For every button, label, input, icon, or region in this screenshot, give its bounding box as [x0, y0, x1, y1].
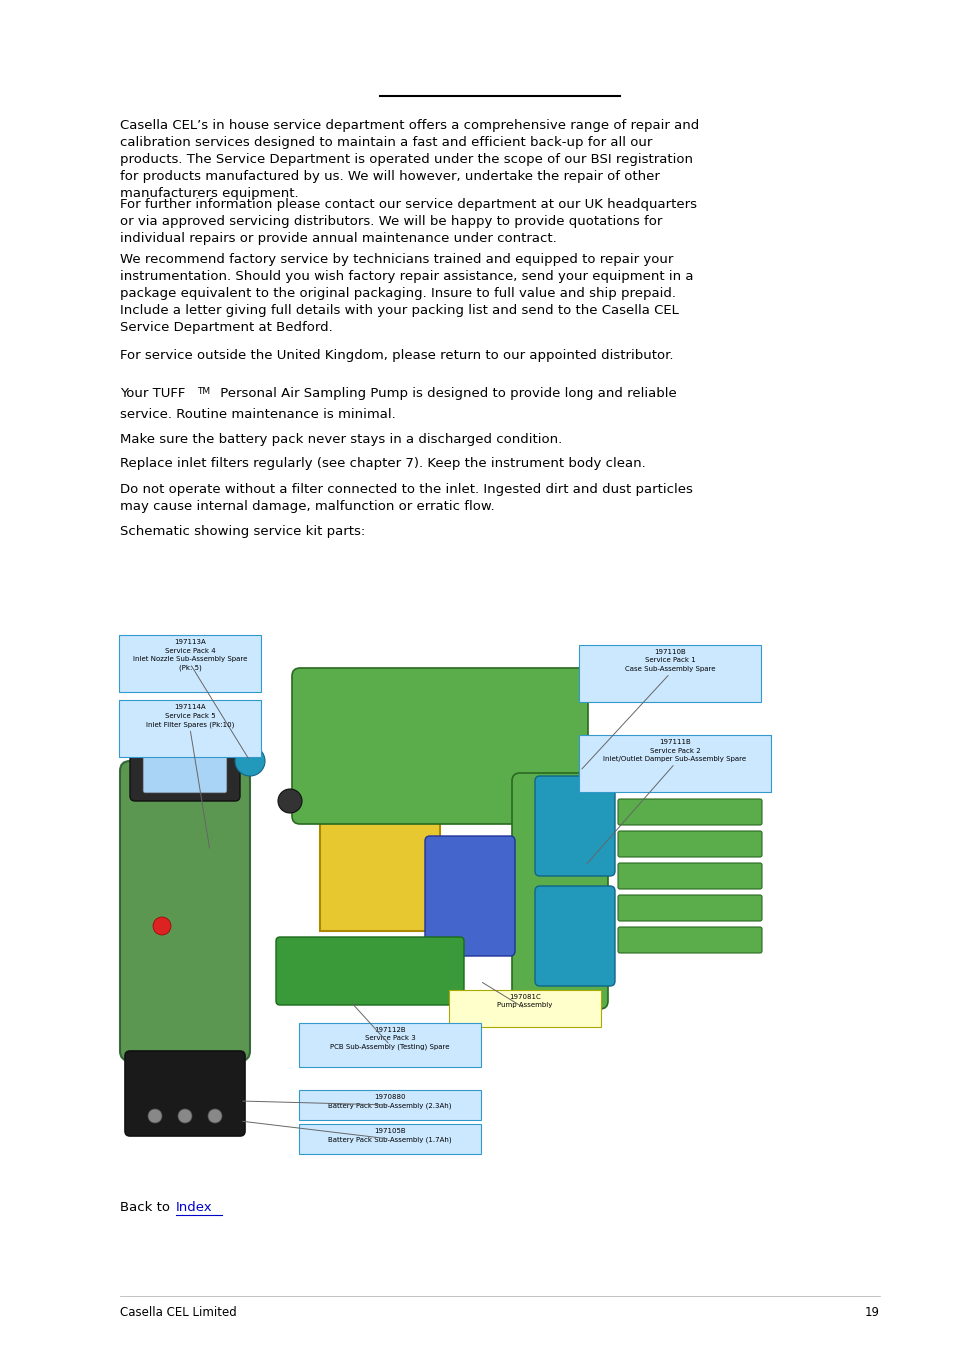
FancyBboxPatch shape — [298, 1090, 480, 1120]
Text: Inlet Nozzle Sub-Assembly Spare: Inlet Nozzle Sub-Assembly Spare — [132, 657, 247, 662]
FancyBboxPatch shape — [275, 938, 463, 1005]
FancyBboxPatch shape — [120, 761, 250, 1061]
Text: 197114A: 197114A — [174, 704, 206, 711]
Circle shape — [234, 746, 265, 775]
Text: Replace inlet filters regularly (see chapter 7). Keep the instrument body clean.: Replace inlet filters regularly (see cha… — [120, 457, 645, 470]
FancyBboxPatch shape — [143, 754, 227, 793]
Text: Inlet Filter Spares (Pk:10): Inlet Filter Spares (Pk:10) — [146, 721, 233, 727]
Text: Service Pack 1: Service Pack 1 — [644, 658, 695, 663]
Text: 19: 19 — [864, 1306, 879, 1319]
Text: Back to: Back to — [120, 1201, 174, 1215]
Text: For service outside the United Kingdom, please return to our appointed distribut: For service outside the United Kingdom, … — [120, 349, 673, 362]
FancyBboxPatch shape — [618, 831, 761, 857]
FancyBboxPatch shape — [578, 644, 760, 703]
Text: 197105B: 197105B — [374, 1128, 405, 1133]
Circle shape — [152, 917, 171, 935]
Text: Your TUFF: Your TUFF — [120, 386, 185, 400]
Text: Service Pack 5: Service Pack 5 — [165, 712, 215, 719]
Text: service. Routine maintenance is minimal.: service. Routine maintenance is minimal. — [120, 408, 395, 422]
FancyBboxPatch shape — [125, 1051, 245, 1136]
FancyBboxPatch shape — [119, 635, 261, 692]
FancyBboxPatch shape — [119, 700, 261, 757]
FancyBboxPatch shape — [618, 894, 761, 921]
Text: PCB Sub-Assembly (Testing) Spare: PCB Sub-Assembly (Testing) Spare — [330, 1044, 449, 1051]
FancyBboxPatch shape — [449, 990, 600, 1027]
Text: 1970880: 1970880 — [374, 1094, 405, 1100]
FancyBboxPatch shape — [319, 821, 439, 931]
Text: Casella CEL Limited: Casella CEL Limited — [120, 1306, 236, 1319]
Text: Pump Assembly: Pump Assembly — [497, 1002, 552, 1008]
Text: 197112B: 197112B — [374, 1027, 405, 1034]
Text: Personal Air Sampling Pump is designed to provide long and reliable: Personal Air Sampling Pump is designed t… — [215, 386, 676, 400]
FancyBboxPatch shape — [298, 1124, 480, 1154]
Text: We recommend factory service by technicians trained and equipped to repair your
: We recommend factory service by technici… — [120, 253, 693, 334]
FancyBboxPatch shape — [130, 740, 240, 801]
Text: Make sure the battery pack never stays in a discharged condition.: Make sure the battery pack never stays i… — [120, 434, 561, 446]
FancyBboxPatch shape — [535, 886, 615, 986]
Text: Battery Pack Sub-Assembly (2.3Ah): Battery Pack Sub-Assembly (2.3Ah) — [328, 1102, 452, 1109]
FancyBboxPatch shape — [618, 798, 761, 825]
Text: Do not operate without a filter connected to the inlet. Ingested dirt and dust p: Do not operate without a filter connecte… — [120, 484, 692, 513]
FancyBboxPatch shape — [424, 836, 515, 957]
FancyBboxPatch shape — [292, 667, 587, 824]
Text: Service Pack 2: Service Pack 2 — [649, 747, 700, 754]
FancyBboxPatch shape — [618, 863, 761, 889]
Text: Index: Index — [175, 1201, 213, 1215]
Circle shape — [208, 1109, 222, 1123]
Text: TM: TM — [196, 386, 210, 396]
Text: (Pk: 5): (Pk: 5) — [178, 665, 201, 671]
Text: 197113A: 197113A — [174, 639, 206, 644]
Text: Battery Pack Sub-Assembly (1.7Ah): Battery Pack Sub-Assembly (1.7Ah) — [328, 1136, 452, 1143]
FancyBboxPatch shape — [618, 927, 761, 952]
Circle shape — [277, 789, 302, 813]
Text: For further information please contact our service department at our UK headquar: For further information please contact o… — [120, 199, 697, 245]
FancyBboxPatch shape — [578, 735, 770, 792]
Text: Service Pack 3: Service Pack 3 — [364, 1035, 415, 1042]
Text: Case Sub-Assembly Spare: Case Sub-Assembly Spare — [624, 666, 715, 671]
FancyBboxPatch shape — [535, 775, 615, 875]
Text: Schematic showing service kit parts:: Schematic showing service kit parts: — [120, 526, 365, 538]
Text: Service Pack 4: Service Pack 4 — [165, 647, 215, 654]
FancyBboxPatch shape — [512, 773, 607, 1009]
Text: Casella CEL’s in house service department offers a comprehensive range of repair: Casella CEL’s in house service departmen… — [120, 119, 699, 200]
Circle shape — [148, 1109, 162, 1123]
Text: 197110B: 197110B — [654, 648, 685, 655]
Text: Inlet/Outlet Damper Sub-Assembly Spare: Inlet/Outlet Damper Sub-Assembly Spare — [603, 757, 746, 762]
FancyBboxPatch shape — [298, 1023, 480, 1067]
Text: 197111B: 197111B — [659, 739, 690, 744]
Text: 197081C: 197081C — [509, 994, 540, 1000]
Circle shape — [178, 1109, 192, 1123]
